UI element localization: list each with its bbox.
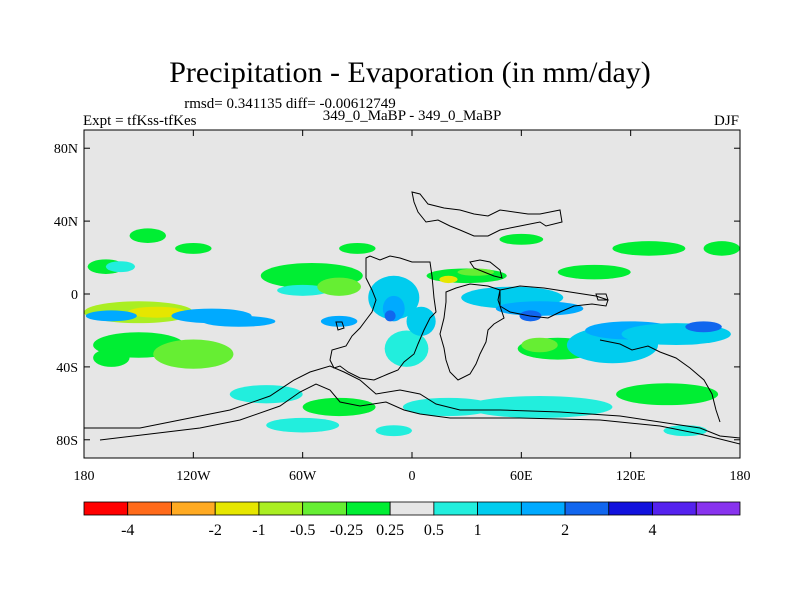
colorbar: -4 -2 -1 -0.5 -0.25 0.25 0.5 1 2 4	[83, 501, 741, 539]
colorbar-label: -0.5	[290, 522, 315, 539]
coastline-island-3	[595, 293, 609, 301]
y-tick-label: 40N	[54, 215, 78, 230]
field-blob-12	[202, 315, 276, 327]
colorbar-label: -4	[121, 522, 134, 539]
colorbar-box-8	[433, 501, 479, 516]
colorbar-box-7	[389, 501, 435, 516]
x-tick-label: 180	[730, 469, 751, 484]
field-blob-22	[439, 275, 458, 284]
y-tick-label: 80N	[54, 142, 78, 157]
field-blob-32	[616, 383, 719, 406]
x-tick-label: 0	[409, 469, 416, 484]
colorbar-box-13	[652, 501, 697, 516]
field-blob-27	[521, 337, 558, 353]
field-blob-13	[320, 315, 358, 327]
field-blob-36	[302, 397, 376, 417]
map-plot-area: 180 120W 60W 0 60E 120E 180 80N 40N 0 40S 80S	[54, 129, 751, 484]
experiment-label: Expt = tfKss-tfKes	[83, 113, 197, 129]
colorbar-box-9	[477, 501, 522, 516]
colorbar-label: -2	[209, 522, 222, 539]
field-blob-39	[557, 264, 631, 280]
coastline-antarctica	[84, 365, 740, 439]
coastline-asia	[499, 285, 609, 319]
field-blob-38	[375, 425, 412, 437]
coastline-island-1	[469, 259, 503, 279]
colorbar-box-12	[608, 501, 653, 516]
field-blob-6	[93, 348, 130, 367]
colorbar-box-2	[171, 501, 216, 516]
colorbar-box-11	[564, 501, 610, 516]
field-blob-35	[229, 385, 303, 404]
y-tick-label: 0	[71, 288, 78, 303]
colorbar-box-1	[127, 501, 172, 516]
y-tick-label: 40S	[56, 361, 78, 376]
field-blob-1	[127, 306, 187, 318]
stats-text: rmsd= 0.341135 diff= -0.00612749	[184, 96, 396, 112]
colorbar-label: 2	[561, 522, 569, 539]
coastline-africa	[439, 283, 505, 381]
field-blob-14	[317, 277, 361, 296]
coastlines	[84, 191, 740, 445]
colorbar-box-14	[695, 501, 741, 516]
coastline-south-america	[329, 255, 437, 381]
field-blob-19	[406, 306, 436, 336]
center-label: 349_0_MaBP - 349_0_MaBP	[323, 108, 502, 124]
axis-ticks: 180 120W 60W 0 60E 120E 180 80N 40N 0 40S 80S	[54, 130, 751, 484]
field-blob-2	[85, 310, 137, 322]
field-blob-17	[384, 310, 396, 322]
field-blob-43	[339, 242, 376, 254]
colorbar-box-4	[258, 501, 304, 516]
field-blob-11	[277, 284, 329, 296]
field-blob-24	[495, 301, 584, 316]
season-label: DJF	[714, 113, 739, 129]
x-tick-label: 60E	[510, 469, 533, 484]
field-blob-40	[612, 241, 686, 256]
x-tick-label: 180	[74, 469, 95, 484]
y-tick-label: 80S	[56, 434, 78, 449]
coastline-north-land	[411, 191, 563, 237]
coastline-island-2	[335, 321, 345, 331]
field-blob-41	[703, 241, 740, 256]
field-blob-21	[457, 268, 494, 276]
x-tick-label: 120W	[176, 469, 211, 484]
precip-field	[84, 228, 740, 437]
field-blob-18	[384, 330, 429, 367]
colorbar-label: 0.5	[424, 522, 444, 539]
colorbar-label: 1	[474, 522, 482, 539]
coastline-antarctic-shelf	[99, 383, 740, 445]
field-blob-44	[499, 233, 544, 245]
x-tick-label: 60W	[289, 469, 317, 484]
field-blob-9	[105, 261, 136, 273]
colorbar-box-3	[214, 501, 260, 516]
x-tick-label: 120E	[616, 469, 646, 484]
field-blob-42	[175, 242, 212, 254]
colorbar-label: -0.25	[330, 522, 363, 539]
colorbar-box-5	[302, 501, 347, 516]
field-blob-31	[685, 321, 722, 333]
colorbar-label: -1	[252, 522, 265, 539]
colorbar-box-10	[520, 501, 566, 516]
field-blob-7	[129, 228, 166, 243]
coastline-east-antarctica	[599, 339, 721, 423]
field-blob-33	[466, 396, 613, 418]
colorbar-label: 4	[649, 522, 657, 539]
chart-title: Precipitation - Evaporation (in mm/day)	[169, 56, 651, 89]
field-blob-37	[266, 417, 340, 433]
colorbar-label: 0.25	[376, 522, 404, 539]
colorbar-box-0	[83, 501, 129, 516]
colorbar-box-6	[345, 501, 391, 516]
field-blob-5	[153, 339, 234, 369]
